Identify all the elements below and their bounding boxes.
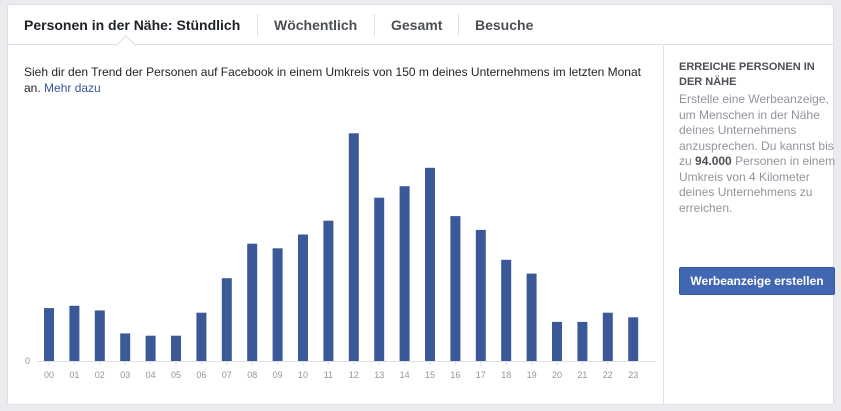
x-tick-label: 13	[374, 370, 384, 380]
x-tick-label: 23	[628, 370, 638, 380]
x-tick-label: 08	[247, 370, 257, 380]
x-tick-label: 12	[349, 370, 359, 380]
chart-bar	[94, 310, 105, 361]
tab-separator	[458, 14, 459, 36]
x-tick-label: 16	[450, 370, 460, 380]
x-tick-label: 22	[603, 370, 613, 380]
chart-bar	[501, 259, 512, 361]
chart-bar	[552, 321, 562, 361]
learn-more-link[interactable]: Mehr dazu	[44, 81, 101, 95]
nearby-people-card: Personen in der Nähe: Stündlich Wöchentl…	[7, 4, 835, 405]
y-tick-label: 0	[25, 356, 30, 366]
reach-count: 94.000	[695, 154, 732, 168]
chart-bar	[247, 243, 258, 361]
chart-bar	[120, 333, 131, 361]
reach-sidebar: ERREICHE PERSONEN IN DER NÄHE Erstelle e…	[679, 60, 839, 216]
x-tick-label: 17	[476, 370, 486, 380]
tab-total[interactable]: Gesamt	[391, 17, 443, 33]
sidebar-text: Erstelle eine Werbeanzeige, um Menschen …	[679, 92, 839, 216]
sidebar-text-after: Personen in einem Umkreis von 4 Kilomete…	[679, 154, 836, 215]
x-tick-label: 06	[196, 370, 206, 380]
chart-bar	[171, 335, 181, 361]
x-tick-label: 05	[171, 370, 181, 380]
chart-bar	[196, 312, 207, 361]
chart-bar	[323, 220, 334, 361]
chart-bar	[475, 229, 486, 361]
x-tick-label: 21	[577, 370, 587, 380]
x-tick-label: 09	[273, 370, 283, 380]
create-ad-button[interactable]: Werbeanzeige erstellen	[679, 267, 835, 295]
x-tick-label: 02	[95, 370, 105, 380]
chart-bar	[628, 317, 639, 361]
tab-hourly[interactable]: Personen in der Nähe: Stündlich	[24, 17, 241, 33]
tab-weekly[interactable]: Wöchentlich	[274, 17, 358, 33]
chart-bar	[526, 273, 537, 361]
chart-bar	[69, 305, 80, 361]
chart-bar	[577, 321, 588, 361]
x-tick-label: 18	[501, 370, 511, 380]
tab-visits[interactable]: Besuche	[475, 17, 534, 33]
tab-bar: Personen in der Nähe: Stündlich Wöchentl…	[8, 5, 833, 45]
chart-bar	[298, 234, 308, 361]
tab-separator	[257, 14, 258, 36]
chart-bar	[374, 197, 385, 361]
chart-panel: Sieh dir den Trend der Personen auf Face…	[8, 46, 663, 404]
panel-divider	[663, 46, 664, 404]
x-tick-label: 20	[552, 370, 562, 380]
hourly-bar-chart: 000 01 02 03 04 05 06 07 08 09 10 11 12 13 14 15 16 17 18 1…	[25, 133, 656, 380]
chart-description: Sieh dir den Trend der Personen auf Face…	[24, 64, 654, 96]
x-tick-label: 04	[146, 370, 156, 380]
tab-separator	[374, 14, 375, 36]
x-tick-label: 11	[324, 370, 333, 380]
chart-bar	[145, 335, 156, 361]
chart-bar	[602, 312, 613, 361]
x-tick-label: 07	[222, 370, 232, 380]
x-tick-label: 10	[298, 370, 308, 380]
x-tick-label: 01	[69, 370, 79, 380]
x-tick-label: 14	[400, 370, 410, 380]
chart-bar	[450, 216, 461, 361]
chart-bar	[44, 308, 54, 361]
sidebar-text-before: Erstelle eine Werbeanzeige, um Menschen …	[679, 92, 834, 168]
sidebar-title: ERREICHE PERSONEN IN DER NÄHE	[679, 61, 815, 88]
chart-bar	[425, 167, 435, 361]
description-text: Sieh dir den Trend der Personen auf Face…	[24, 65, 641, 95]
x-tick-label: 03	[120, 370, 130, 380]
chart-bar	[272, 248, 283, 361]
x-tick-label: 15	[425, 370, 435, 380]
x-tick-label: 19	[527, 370, 537, 380]
x-tick-label: 00	[44, 370, 54, 380]
chart-bar	[221, 278, 232, 361]
chart-bar	[399, 186, 410, 361]
chart-bar	[348, 133, 359, 361]
